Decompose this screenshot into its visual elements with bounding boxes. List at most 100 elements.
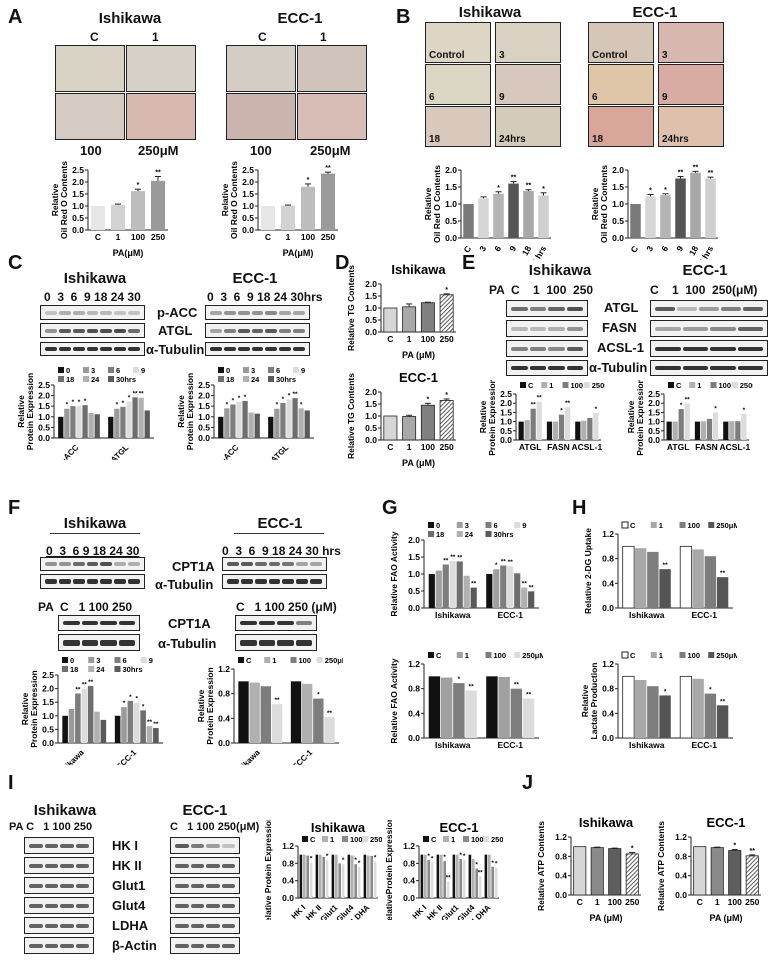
micrograph-ishikawa-18: 18 [425, 106, 491, 147]
svg-text:Lactate Production: Lactate Production [589, 663, 599, 740]
micrograph-ishikawa-control: Control [425, 22, 491, 63]
svg-text:**: ** [327, 710, 333, 717]
svg-text:C: C [95, 232, 101, 242]
svg-text:0.5: 0.5 [365, 423, 377, 433]
micrograph-label: 3 [499, 50, 505, 61]
panel-e-ecc1-lanes: C 1 100 250(μM) [650, 283, 758, 297]
svg-text:Relative: Relative [22, 692, 30, 725]
svg-text:0.0: 0.0 [282, 893, 294, 903]
svg-text:18: 18 [226, 375, 234, 384]
micrograph-ecc1-250 [297, 93, 367, 140]
micrograph-label: Control [429, 50, 465, 61]
svg-text:**: ** [531, 402, 537, 409]
svg-text:Relative: Relative [178, 395, 186, 428]
svg-text:**: ** [139, 391, 145, 398]
svg-text:6: 6 [276, 366, 280, 375]
svg-text:ATGL: ATGL [519, 442, 542, 452]
blot-c-ishikawa-pacc [40, 305, 145, 320]
svg-text:Ishikawa: Ishikawa [56, 748, 86, 765]
panel-e-ishikawa-lanes: PA C 1 100 250 [489, 283, 594, 297]
micrograph-ecc1-1 [297, 45, 367, 92]
panel-a-ecc1-label-250: 250μM [310, 143, 351, 158]
svg-text:100: 100 [421, 442, 435, 452]
blot-f-ecc1-cpt1a-dose [235, 615, 317, 631]
svg-text:Relative: Relative [592, 187, 600, 220]
chart-h-2dg: Relative 2-DG Uptake 0.0 0.4 0.8 1.2 ** ** C 1 10… [582, 520, 740, 635]
blot-label-e-atgl: ATGL [604, 300, 639, 315]
svg-text:*: * [714, 405, 717, 412]
panel-letter-j: J [522, 772, 534, 794]
svg-text:1.2: 1.2 [218, 664, 230, 674]
svg-text:100: 100 [494, 651, 507, 660]
blot-label-i: HK I [112, 838, 138, 853]
blot-label-f-cpt1a: CPT1A [172, 559, 215, 574]
micrograph-ecc1-6: 6 [588, 64, 654, 105]
svg-text:**: ** [663, 562, 669, 569]
svg-text:*: * [354, 857, 357, 864]
svg-text:0.5: 0.5 [445, 216, 457, 226]
svg-text:ECC-1: ECC-1 [497, 740, 523, 750]
blot-f-ishikawa-cpt1a-time [40, 557, 145, 571]
svg-text:3: 3 [91, 366, 95, 375]
panel-b-ishikawa-title: Ishikawa [458, 4, 522, 21]
blot-i-ishikawa-hkii [24, 857, 94, 874]
svg-text:PA(μM): PA(μM) [283, 248, 314, 258]
micrograph-label: 6 [429, 92, 435, 103]
svg-text:**: ** [693, 164, 699, 171]
chart-c-ishikawa: Relative Protein Expression 0.0 0.5 1.0 1.5 2.… [16, 365, 158, 467]
svg-text:2.5: 2.5 [648, 389, 660, 399]
panel-letter-g: G [382, 497, 398, 519]
chart-b-ecc1: Relative Oil Red O Contents 0.0 0.5 1.0 1.5 2.… [590, 160, 722, 271]
svg-text:1: 1 [116, 232, 121, 242]
svg-text:**: ** [147, 719, 153, 726]
svg-text:0.0: 0.0 [38, 433, 50, 443]
chart-b-ishikawa: Relative Oil Red O Contents 0.0 0.5 1.0 1.5 2.… [423, 160, 555, 271]
svg-text:ECC-1: ECC-1 [691, 740, 717, 750]
svg-text:6: 6 [659, 244, 670, 253]
blot-i-ecc1-hki [170, 837, 240, 854]
blot-label-f-cpt1a-2: CPT1A [168, 616, 211, 631]
svg-text:C: C [310, 835, 316, 844]
panel-c-ecc1-title: ECC-1 [232, 270, 278, 287]
svg-text:9: 9 [507, 244, 518, 253]
svg-text:0.5: 0.5 [242, 213, 254, 223]
svg-text:100: 100 [131, 232, 145, 242]
blot-e-ishikawa-fasn [506, 320, 588, 337]
micrograph-ishikawa-9: 9 [495, 64, 561, 105]
svg-text:0.4: 0.4 [675, 871, 687, 881]
svg-text:0.5: 0.5 [408, 586, 420, 596]
svg-text:**: ** [565, 400, 571, 407]
svg-text:*: * [649, 187, 652, 194]
panel-c-ecc1-lanes: 0 3 6 9 18 24 30hrs [207, 290, 323, 304]
svg-text:1.5: 1.5 [408, 552, 420, 562]
blot-label-i: Glut4 [112, 898, 146, 913]
svg-text:250μM: 250μM [325, 656, 343, 665]
svg-text:250μM: 250μM [716, 521, 737, 530]
svg-text:*: * [66, 402, 69, 409]
panel-a-ecc1-label-1: 1 [320, 30, 327, 44]
svg-text:*: * [358, 860, 361, 867]
svg-text:0.4: 0.4 [602, 578, 614, 588]
svg-text:3: 3 [477, 244, 488, 253]
svg-text:0.0: 0.0 [648, 435, 660, 445]
svg-text:Oil Red O Contents: Oil Red O Contents [229, 161, 239, 239]
svg-text:100: 100 [571, 381, 584, 390]
svg-text:Protein Expression: Protein Expression [635, 380, 645, 456]
svg-text:18: 18 [687, 244, 701, 257]
svg-text:0.8: 0.8 [675, 851, 687, 861]
svg-text:1.0: 1.0 [198, 412, 210, 422]
svg-text:**: ** [508, 559, 514, 566]
svg-text:6: 6 [123, 656, 127, 665]
svg-text:1.0: 1.0 [42, 711, 54, 721]
svg-text:0.8: 0.8 [555, 851, 567, 861]
chart-e-ecc1: Relative Protein Expression 0.0 0.5 1.0 1.5 2.… [626, 378, 763, 467]
svg-text:1.5: 1.5 [612, 182, 624, 192]
svg-text:C: C [697, 897, 703, 907]
blot-e-ecc1-fasn [650, 320, 768, 337]
svg-text:1: 1 [715, 897, 720, 907]
svg-text:*: * [374, 855, 377, 862]
micrograph-label: Control [592, 50, 628, 61]
svg-text:1: 1 [407, 442, 412, 452]
panel-c-ishikawa-title: Ishikawa [63, 270, 127, 287]
svg-text:*: * [84, 398, 87, 405]
